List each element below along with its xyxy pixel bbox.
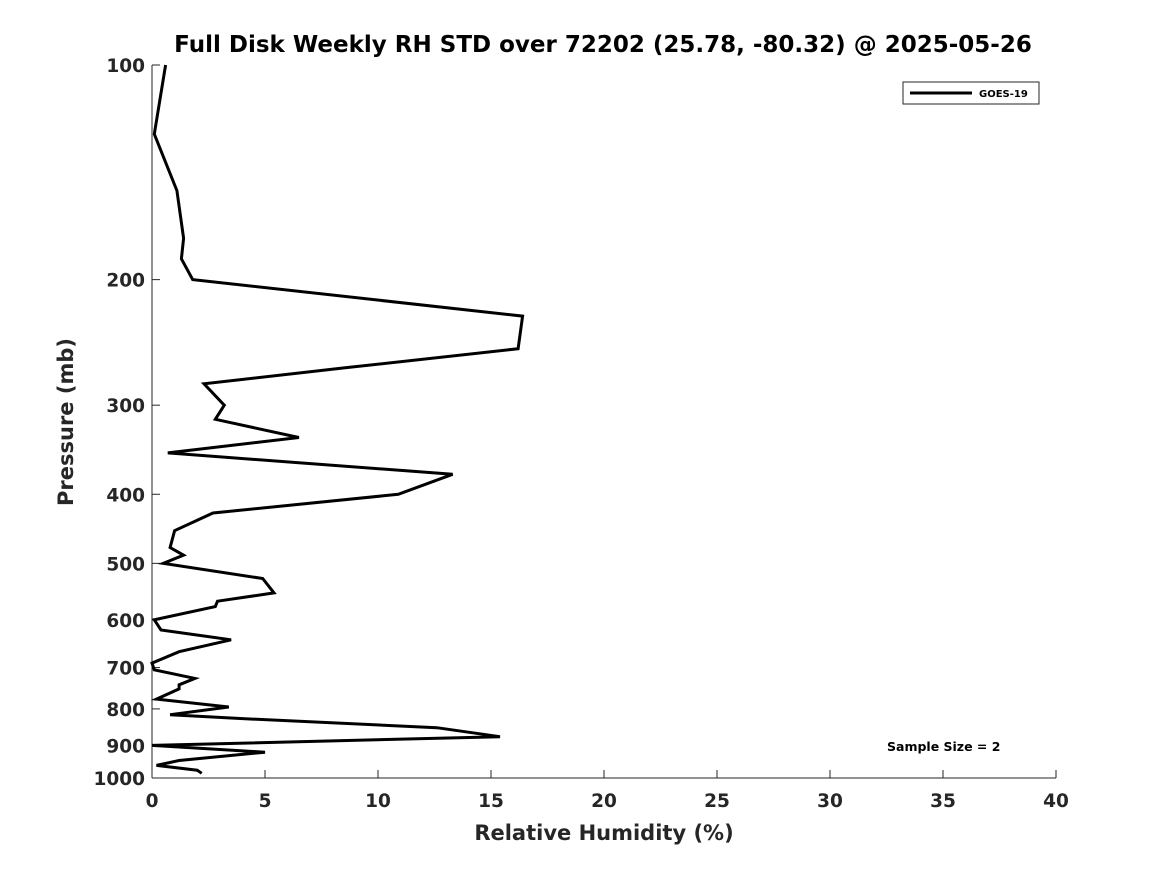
y-tick-label: 200 <box>106 271 145 292</box>
x-tick-label: 0 <box>146 791 159 812</box>
x-tick-label: 25 <box>704 791 730 812</box>
y-tick-label: 500 <box>106 554 145 575</box>
x-tick-label: 40 <box>1043 791 1069 812</box>
y-tick-label: 600 <box>106 611 145 632</box>
x-tick-label: 15 <box>478 791 504 812</box>
x-axis-label: Relative Humidity (%) <box>474 821 733 845</box>
x-tick-label: 10 <box>365 791 391 812</box>
x-tick-label: 20 <box>591 791 617 812</box>
y-tick-label: 300 <box>106 396 145 417</box>
series-line-goes-19 <box>150 64 525 775</box>
legend: GOES-19 <box>902 81 1040 105</box>
y-tick-label: 1000 <box>94 769 146 790</box>
chart-title: Full Disk Weekly RH STD over 72202 (25.7… <box>174 32 1032 58</box>
y-tick-label: 100 <box>106 56 145 77</box>
legend-label-goes-19: GOES-19 <box>979 89 1028 100</box>
y-tick-label: 400 <box>106 485 145 506</box>
y-ticks: 100 200 300 400 500 600 700 800 900 1000 <box>94 56 160 790</box>
y-axis-label: Pressure (mb) <box>54 338 78 506</box>
x-ticks: 0 5 10 15 20 25 30 35 40 <box>146 770 1069 812</box>
series-layer <box>150 64 525 775</box>
sample-size-annotation: Sample Size = 2 <box>887 739 1000 754</box>
y-tick-label: 800 <box>106 700 145 721</box>
y-tick-label: 900 <box>106 736 145 757</box>
x-tick-label: 35 <box>930 791 956 812</box>
y-tick-label: 700 <box>106 659 145 680</box>
x-tick-label: 5 <box>259 791 272 812</box>
x-tick-label: 30 <box>817 791 843 812</box>
